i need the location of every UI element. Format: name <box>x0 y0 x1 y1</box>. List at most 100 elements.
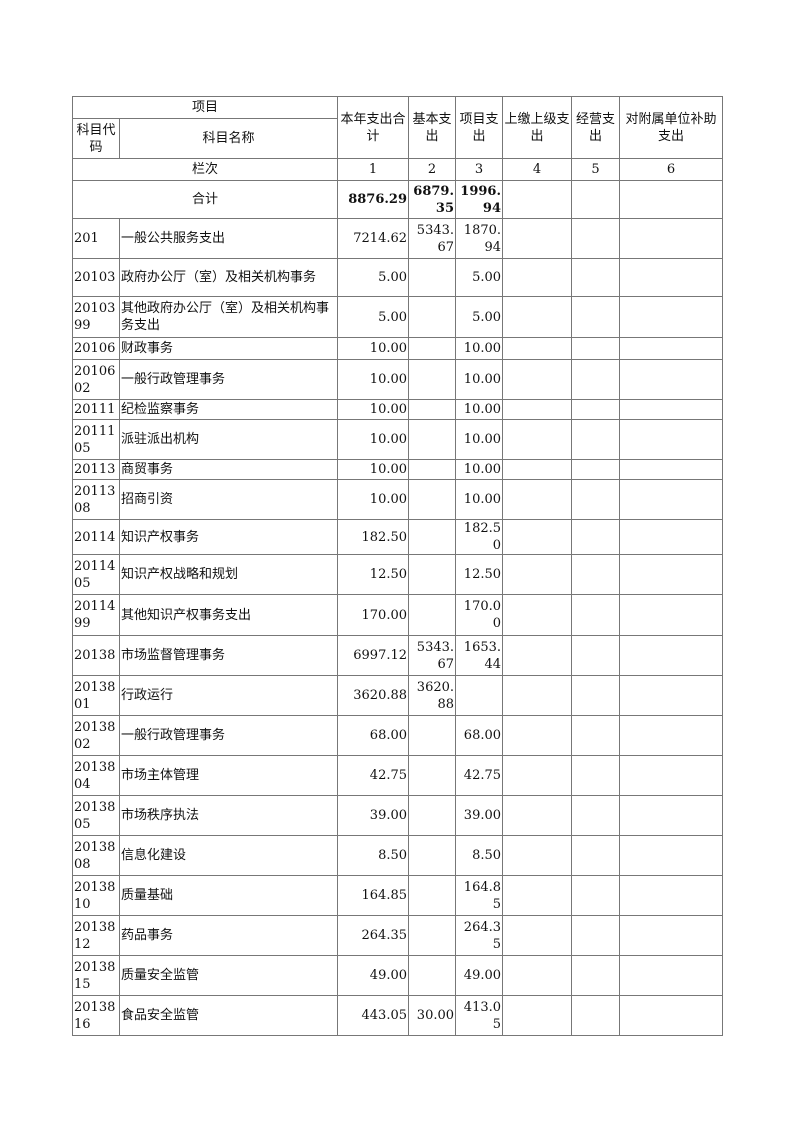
table-row: 2013808 信息化建设 8.50 8.50 <box>72 835 724 876</box>
empty-cell <box>502 218 573 259</box>
row-project: 8.50 <box>455 835 504 876</box>
empty-cell <box>571 955 621 996</box>
empty-cell <box>502 459 573 480</box>
empty-cell <box>502 554 573 595</box>
total-project: 1996.94 <box>455 180 504 219</box>
row-total: 10.00 <box>337 337 410 360</box>
table-row: 20111 纪检监察事务 10.00 10.00 <box>72 399 724 420</box>
empty-cell <box>619 419 724 460</box>
empty-cell <box>571 755 621 796</box>
header-col-basic: 基本支出 <box>408 96 457 159</box>
row-code: 20138 <box>72 635 120 676</box>
row-total: 6997.12 <box>337 635 410 676</box>
row-basic <box>408 359 457 400</box>
row-total: 264.35 <box>337 915 410 956</box>
row-project: 42.75 <box>455 755 504 796</box>
empty-cell <box>502 755 573 796</box>
empty-cell <box>571 419 621 460</box>
row-project <box>455 675 504 716</box>
row-code: 20103 <box>72 258 120 297</box>
empty-cell <box>619 715 724 756</box>
row-basic <box>408 875 457 916</box>
empty-cell <box>619 675 724 716</box>
row-name: 质量安全监管 <box>118 955 339 996</box>
table-row: 20106 财政事务 10.00 10.00 <box>72 337 724 360</box>
empty-cell <box>502 258 573 297</box>
empty-cell <box>502 715 573 756</box>
empty-cell <box>502 337 573 360</box>
empty-cell <box>571 835 621 876</box>
empty-cell <box>502 399 573 420</box>
empty-cell <box>571 635 621 676</box>
row-project: 68.00 <box>455 715 504 756</box>
empty-cell <box>619 519 724 555</box>
row-total: 10.00 <box>337 479 410 520</box>
empty-cell <box>502 180 573 219</box>
empty-cell <box>571 715 621 756</box>
empty-cell <box>571 875 621 916</box>
row-code: 2013804 <box>72 755 120 796</box>
row-total: 12.50 <box>337 554 410 595</box>
empty-cell <box>619 337 724 360</box>
row-total: 7214.62 <box>337 218 410 259</box>
row-total: 42.75 <box>337 755 410 796</box>
empty-cell <box>571 258 621 297</box>
row-project: 49.00 <box>455 955 504 996</box>
row-basic: 3620.88 <box>408 675 457 716</box>
row-code: 2013812 <box>72 915 120 956</box>
col-num: 3 <box>455 158 504 181</box>
row-total: 164.85 <box>337 875 410 916</box>
row-code: 2013810 <box>72 875 120 916</box>
row-basic <box>408 554 457 595</box>
row-project: 182.50 <box>455 519 504 555</box>
row-name: 药品事务 <box>118 915 339 956</box>
table-row: 20103 政府办公厅（室）及相关机构事务 5.00 5.00 <box>72 258 724 297</box>
row-basic <box>408 296 457 338</box>
row-total: 8.50 <box>337 835 410 876</box>
row-total: 49.00 <box>337 955 410 996</box>
row-name: 一般公共服务支出 <box>118 218 339 259</box>
row-name: 质量基础 <box>118 875 339 916</box>
row-code: 2013802 <box>72 715 120 756</box>
row-project: 12.50 <box>455 554 504 595</box>
col-num: 6 <box>619 158 724 181</box>
row-basic <box>408 337 457 360</box>
empty-cell <box>619 359 724 400</box>
empty-cell <box>619 995 724 1036</box>
table-row: 2010602 一般行政管理事务 10.00 10.00 <box>72 359 724 400</box>
row-name: 纪检监察事务 <box>118 399 339 420</box>
row-name: 市场秩序执法 <box>118 795 339 836</box>
empty-cell <box>571 519 621 555</box>
empty-cell <box>619 635 724 676</box>
expenditure-table: 项目 本年支出合计 基本支出 项目支出 上缴上级支出 经营支出 对附属单位补助支… <box>71 96 724 1036</box>
row-total: 10.00 <box>337 399 410 420</box>
row-total: 443.05 <box>337 995 410 1036</box>
empty-cell <box>502 519 573 555</box>
row-name: 财政事务 <box>118 337 339 360</box>
row-name: 派驻派出机构 <box>118 419 339 460</box>
empty-cell <box>571 995 621 1036</box>
table-row: 2013810 质量基础 164.85 164.85 <box>72 875 724 916</box>
empty-cell <box>502 875 573 916</box>
empty-cell <box>619 218 724 259</box>
row-code: 20111 <box>72 399 120 420</box>
row-total: 68.00 <box>337 715 410 756</box>
row-name: 其他知识产权事务支出 <box>118 594 339 636</box>
row-total: 10.00 <box>337 359 410 400</box>
row-project: 39.00 <box>455 795 504 836</box>
empty-cell <box>502 955 573 996</box>
row-basic: 30.00 <box>408 995 457 1036</box>
table-row: 20114 知识产权事务 182.50 182.50 <box>72 519 724 555</box>
header-item: 项目 <box>71 96 339 119</box>
empty-cell <box>571 399 621 420</box>
empty-cell <box>619 955 724 996</box>
row-name: 信息化建设 <box>118 835 339 876</box>
row-basic <box>408 258 457 297</box>
empty-cell <box>571 594 621 636</box>
empty-cell <box>619 296 724 338</box>
row-code: 2010602 <box>72 359 120 400</box>
row-name: 一般行政管理事务 <box>118 359 339 400</box>
row-basic <box>408 755 457 796</box>
row-code: 2013815 <box>72 955 120 996</box>
header-col-total: 本年支出合计 <box>337 96 410 159</box>
